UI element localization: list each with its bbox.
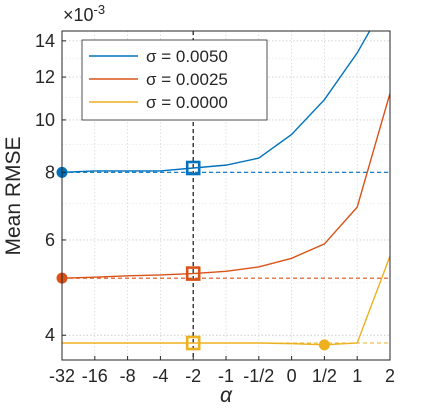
x-tick-label: -1 — [218, 366, 234, 386]
selected-point-marker — [185, 335, 201, 351]
svg-text:×10-3: ×10-3 — [63, 2, 105, 25]
x-tick-label: -2 — [185, 366, 201, 386]
x-tick-label: 2 — [385, 366, 395, 386]
best-point-marker — [318, 339, 330, 351]
y-exponent-label: ×10-3 — [63, 2, 105, 25]
legend: σ = 0.0050 σ = 0.0025 σ = 0.0000 — [81, 39, 268, 121]
y-exponent-power: -3 — [94, 2, 106, 17]
selected-point-marker — [185, 266, 201, 281]
x-tick-label: -32 — [49, 366, 75, 386]
series-line — [62, 31, 371, 174]
y-tick-label: 12 — [35, 67, 55, 87]
x-tick-label: 0 — [287, 366, 297, 386]
y-tick-label: 6 — [45, 230, 55, 250]
series-lines — [62, 31, 390, 346]
legend-box — [81, 39, 268, 121]
y-tick-label: 4 — [45, 325, 55, 345]
x-tick-label: -4 — [152, 366, 168, 386]
x-axis-title: α — [220, 384, 233, 407]
y-tick-label: 8 — [45, 162, 55, 182]
y-tick-label: 10 — [35, 110, 55, 130]
series-line — [62, 255, 390, 346]
x-tick-label: 1/2 — [312, 366, 337, 386]
legend-label: σ = 0.0000 — [146, 93, 228, 112]
series-line — [62, 93, 390, 279]
legend-label: σ = 0.0025 — [146, 70, 228, 89]
x-tick-label: -1/2 — [243, 366, 274, 386]
x-tick-label: -16 — [82, 366, 108, 386]
x-tick-label: 1 — [352, 366, 362, 386]
y-exponent-base: ×10 — [63, 5, 94, 25]
x-tick-label: -8 — [120, 366, 136, 386]
y-tick-label: 14 — [35, 31, 55, 51]
selected-point-marker — [185, 160, 201, 176]
grid-lines — [61, 31, 391, 360]
legend-label: σ = 0.0050 — [146, 47, 228, 66]
y-axis-title: Mean RMSE — [2, 136, 25, 255]
